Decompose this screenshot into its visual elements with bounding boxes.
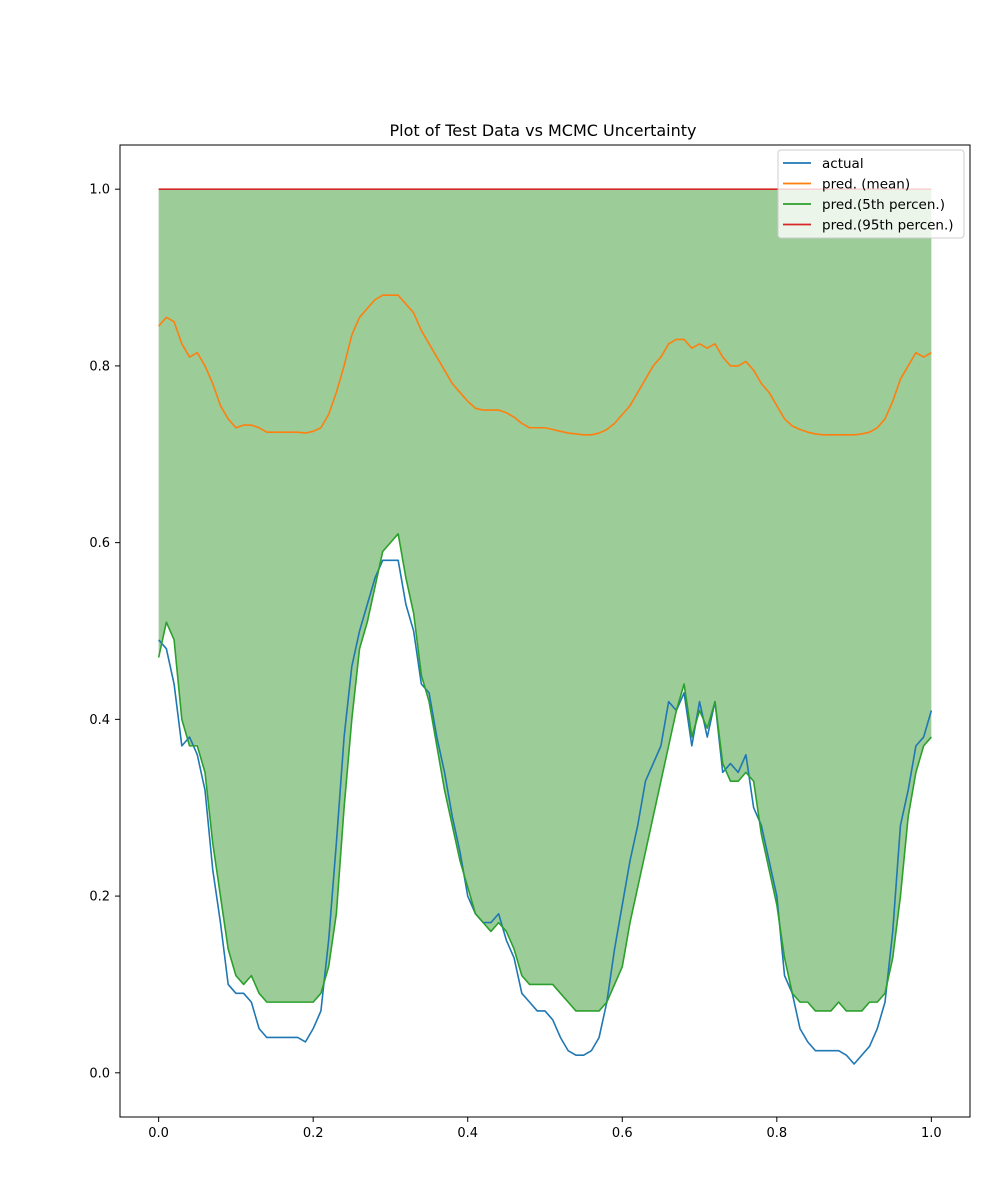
series-line-pred-mean (158, 294, 932, 436)
y-tick-label: 1.0 (89, 183, 110, 198)
legend-label: pred. (mean) (822, 177, 910, 193)
y-tick-label: 0.6 (89, 536, 110, 551)
axes-frame (119, 144, 971, 1118)
y-tick-label: 0.0 (89, 1066, 110, 1081)
chart-title: Plot of Test Data vs MCMC Uncertainty (389, 121, 696, 140)
x-tick-label: 0.0 (148, 1126, 169, 1141)
series-line-pred-5th-percen (157, 532, 932, 1012)
x-tick-label: 0.2 (303, 1126, 324, 1141)
legend: actual pred. (mean) pred.(5th percen.) pred… (777, 149, 965, 239)
plot-area (157, 188, 933, 1065)
y-tick-label: 0.4 (89, 713, 110, 728)
y-tick-label: 0.8 (89, 359, 110, 374)
legend-label: pred.(5th percen.) (822, 197, 945, 213)
legend-label: pred.(95th percen.) (822, 218, 954, 234)
x-tick-label: 0.8 (766, 1126, 787, 1141)
uncertainty-band (158, 189, 932, 1011)
y-tick-label: 0.2 (89, 890, 110, 905)
legend-label: actual (822, 156, 864, 172)
x-tick-label: 1.0 (921, 1126, 942, 1141)
legend-box (777, 149, 965, 239)
x-tick-label: 0.6 (612, 1126, 633, 1141)
x-tick-label: 0.4 (457, 1126, 478, 1141)
axes: 0.0 0.2 0.4 0.6 0.8 1.0 0.0 0.2 0.4 0.6 0.8 1.0 (89, 144, 971, 1141)
series-line-actual (158, 559, 933, 1065)
